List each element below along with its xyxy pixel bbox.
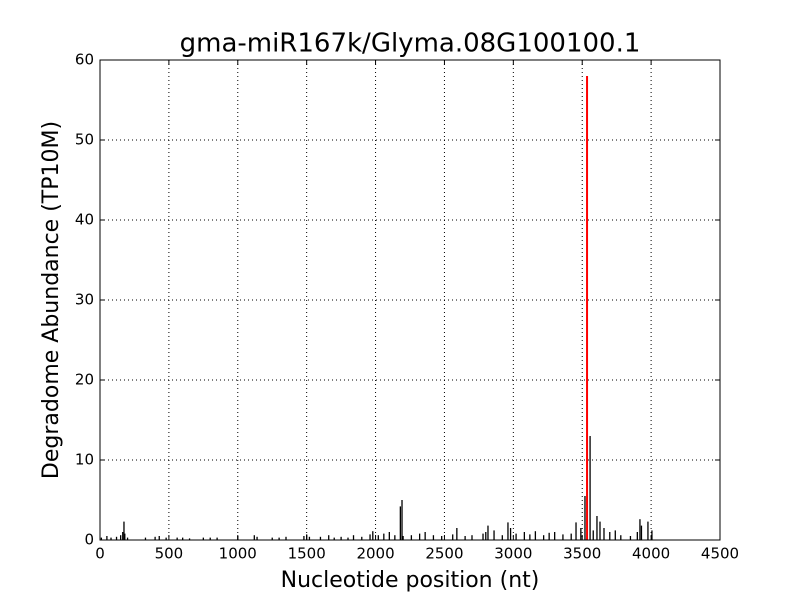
x-tick-label: 1500 xyxy=(288,545,326,563)
x-tick-label: 2000 xyxy=(356,545,394,563)
y-tick-label: 40 xyxy=(75,211,94,229)
chart-title: gma-miR167k/Glyma.08G100100.1 xyxy=(180,29,641,59)
x-tick-label: 1000 xyxy=(219,545,257,563)
x-tick-label: 500 xyxy=(155,545,184,563)
plot-frame xyxy=(99,59,721,541)
y-tick-label: 50 xyxy=(75,131,94,149)
y-tick-label: 20 xyxy=(75,371,94,389)
x-axis-label: Nucleotide position (nt) xyxy=(281,568,540,593)
x-tick-label: 0 xyxy=(95,545,105,563)
x-tick-label: 3500 xyxy=(563,545,601,563)
x-tick-label: 4000 xyxy=(632,545,670,563)
y-tick-label: 30 xyxy=(75,291,94,309)
y-tick-label: 10 xyxy=(75,451,94,469)
y-tick-label: 60 xyxy=(75,51,94,69)
plot-area: 0 500 1000 1500 2000 2500 3000 3500 4000 4500 0 10 2… xyxy=(75,51,739,563)
x-tick-label: 4500 xyxy=(701,545,739,563)
y-axis-label: Degradome Abundance (TP10M) xyxy=(39,121,64,479)
y-tick-label: 0 xyxy=(84,531,94,549)
x-tick-label: 2500 xyxy=(425,545,463,563)
x-tick-label: 3000 xyxy=(494,545,532,563)
